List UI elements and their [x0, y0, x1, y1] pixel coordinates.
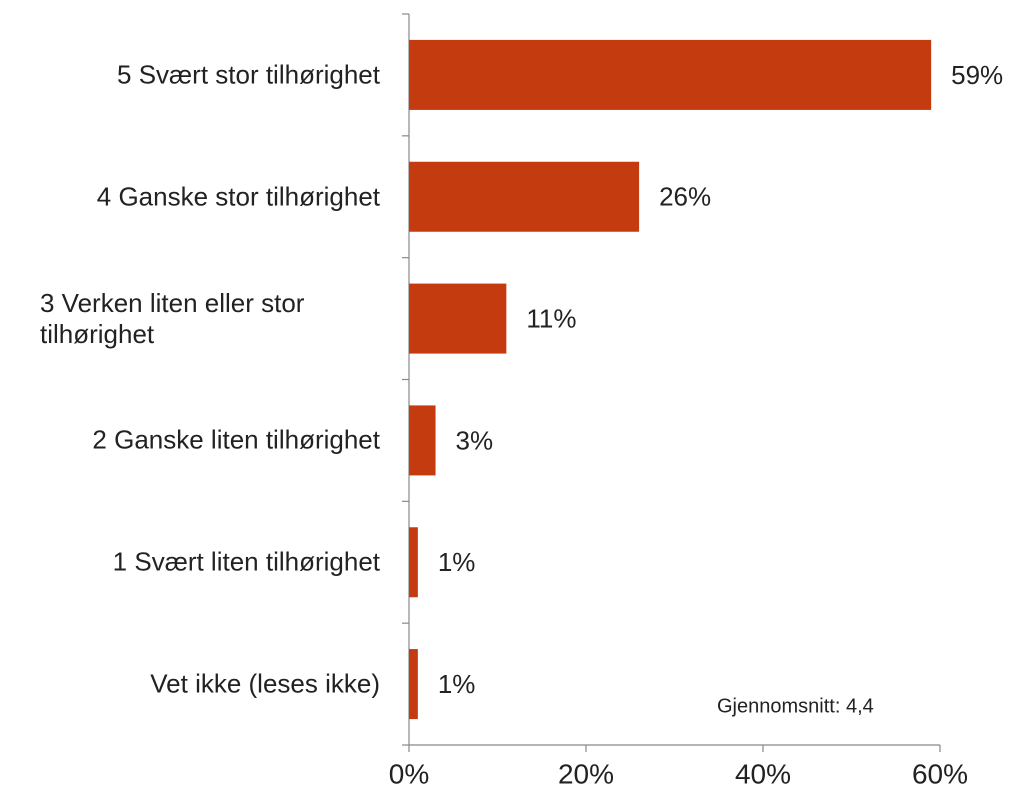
- bar: [409, 283, 507, 354]
- y-tick-label: Vet ikke (leses ikke): [150, 669, 380, 700]
- x-tick-label: 20%: [558, 758, 614, 789]
- category-text: Vet ikke (leses ikke): [150, 668, 380, 699]
- y-tick-label: 5 Svært stor tilhørighet: [117, 59, 380, 90]
- annotation: Gjennomsnitt: 4,4: [717, 695, 874, 717]
- category-text: 2 Ganske liten tilhørighet: [92, 424, 380, 455]
- data-label: 1%: [438, 547, 476, 577]
- category-text: 3 Verken liten eller stor tilhørighet: [40, 287, 305, 349]
- y-tick-label: 2 Ganske liten tilhørighet: [92, 425, 380, 456]
- y-tick-label: 4 Ganske stor tilhørighet: [97, 181, 380, 212]
- y-tick-label: 1 Svært liten tilhørighet: [113, 547, 380, 578]
- bar: [409, 161, 640, 232]
- data-label: 1%: [438, 669, 476, 699]
- category-text: 1 Svært liten tilhørighet: [112, 546, 380, 577]
- data-label: 3%: [456, 425, 494, 455]
- x-tick-label: 40%: [735, 758, 791, 789]
- data-label: 11%: [526, 303, 576, 333]
- category-text: 5 Svært stor tilhørighet: [117, 59, 380, 90]
- bar: [409, 39, 932, 110]
- x-tick-label: 0%: [389, 758, 429, 789]
- data-label: 59%: [951, 60, 1003, 90]
- bar: [409, 405, 436, 476]
- data-label: 26%: [659, 182, 711, 212]
- y-tick-label: 3 Verken liten eller stor tilhørighet: [40, 288, 380, 350]
- x-tick-label: 60%: [912, 758, 968, 789]
- category-text: 4 Ganske stor tilhørighet: [96, 181, 380, 212]
- bar: [409, 649, 418, 720]
- bar: [409, 527, 418, 598]
